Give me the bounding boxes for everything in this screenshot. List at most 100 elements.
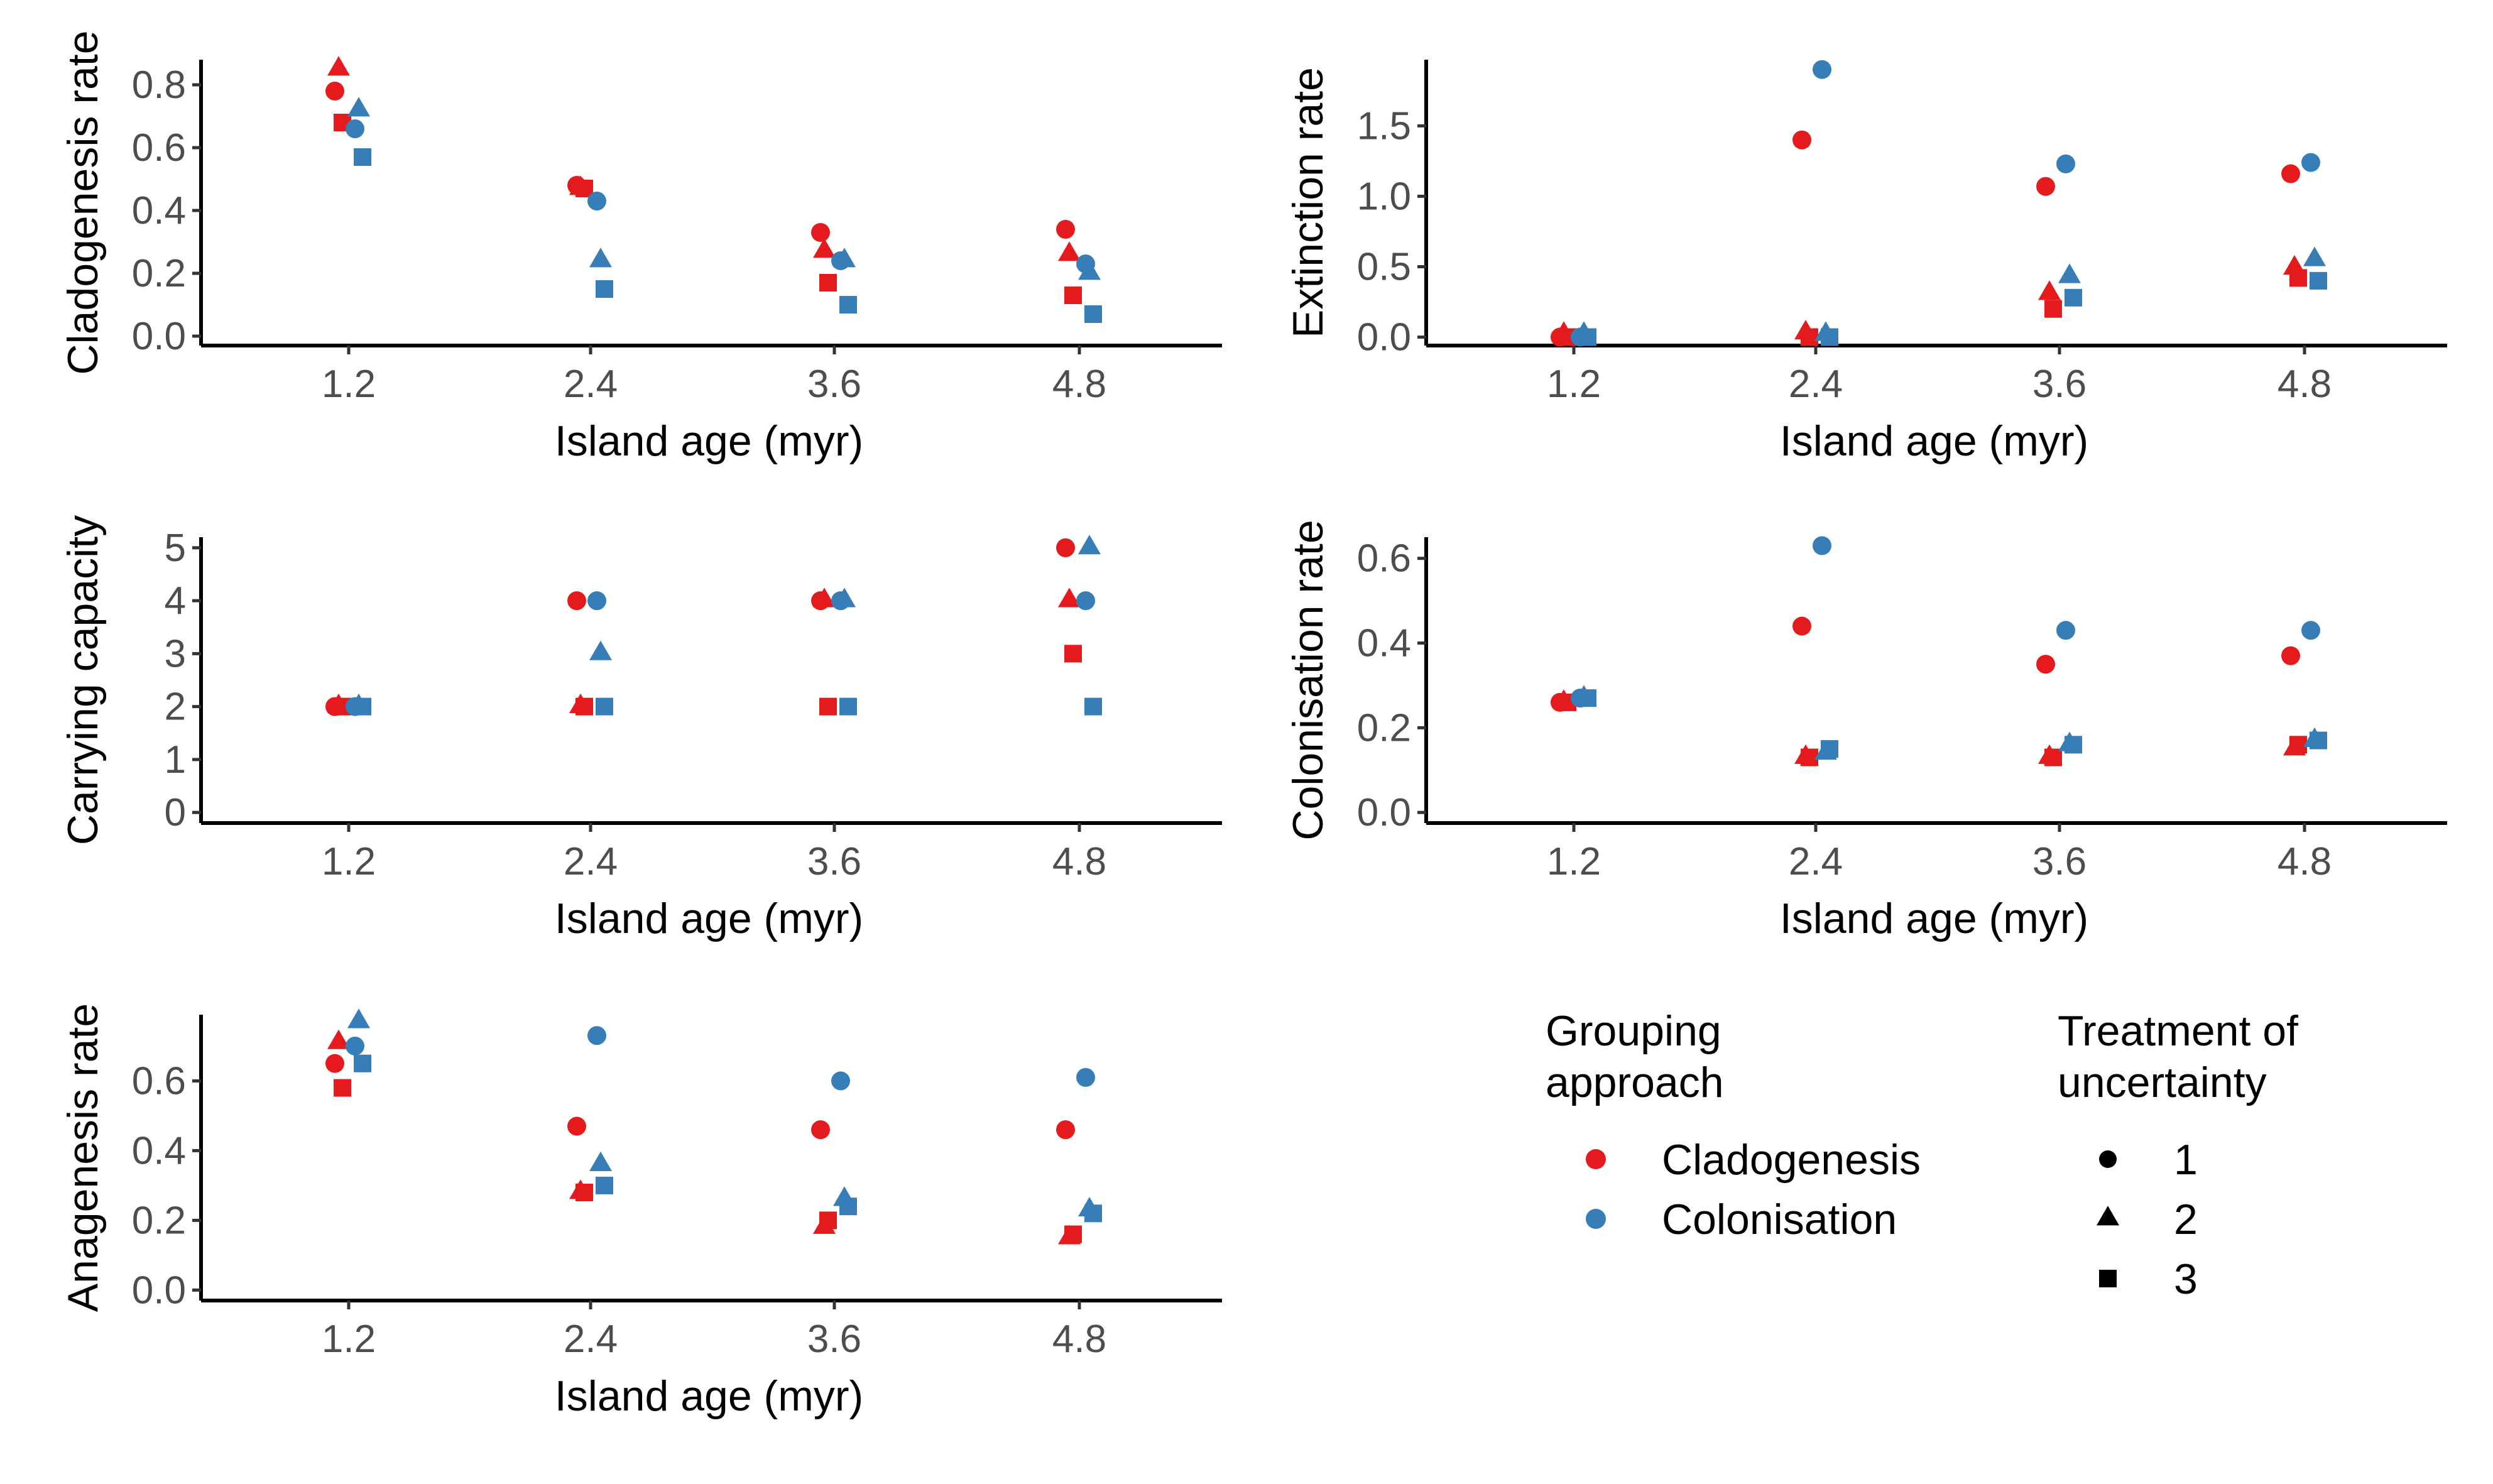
chart-panel-5: 0.0 0.2 0.4 0.6 1.2 2.4 3.6 4.8 Island age (myr)… (59, 1003, 1222, 1420)
y-tick-label: 2 (165, 685, 186, 729)
data-point (2289, 736, 2307, 754)
data-point (354, 1054, 371, 1072)
data-point (839, 296, 857, 314)
x-tick-label: 1.2 (322, 1318, 376, 1361)
x-tick-label: 2.4 (564, 1318, 618, 1361)
data-point (839, 1198, 857, 1216)
x-axis-title: Island age (myr) (555, 895, 863, 942)
y-tick-label: 0.4 (1357, 622, 1411, 665)
data-point (2281, 164, 2300, 183)
y-axis-title: Cladogenesis rate (59, 30, 107, 374)
data-point (1792, 130, 1811, 150)
data-point (813, 587, 836, 608)
data-point (1056, 1120, 1075, 1140)
x-tick-label: 2.4 (1789, 363, 1843, 406)
data-point (1084, 697, 1102, 716)
y-tick-label: 1.0 (1357, 175, 1411, 218)
y-tick-label: 0.6 (132, 126, 186, 170)
data-point (327, 56, 350, 76)
y-tick-label: 3 (165, 632, 186, 675)
data-point (1064, 1225, 1082, 1243)
x-axis-title: Island age (myr) (1780, 417, 2088, 465)
data-point (833, 248, 856, 268)
data-point (587, 192, 606, 210)
data-point (1084, 305, 1102, 323)
data-point (811, 223, 830, 242)
legend-label-colonisation: Colonisation (1662, 1196, 1897, 1243)
data-point (2289, 269, 2307, 287)
data-point (819, 1211, 837, 1230)
legend-square-marker (2099, 1270, 2117, 1287)
y-tick-label: 1 (165, 738, 186, 782)
x-tick-label: 3.6 (807, 1318, 861, 1361)
data-point (325, 82, 344, 101)
y-tick-label: 0 (165, 791, 186, 834)
legend-label-treatment-3: 3 (2174, 1255, 2198, 1303)
data-point (2058, 263, 2081, 283)
x-tick-label: 4.8 (1052, 363, 1106, 406)
data-point (2303, 246, 2326, 266)
data-point (1792, 616, 1811, 636)
legend-label-treatment-2: 2 (2174, 1196, 2198, 1243)
data-point (576, 697, 593, 716)
data-point (589, 640, 612, 660)
y-tick-label: 0.8 (132, 63, 186, 107)
data-point (2301, 153, 2320, 172)
data-point (354, 697, 371, 716)
legend-title-uncertainty-line1: Treatment of (2058, 1007, 2298, 1055)
data-point (347, 97, 370, 117)
x-tick-label: 4.8 (1052, 1318, 1106, 1361)
data-point (2044, 748, 2062, 767)
data-point (1801, 328, 1818, 346)
x-tick-label: 2.4 (564, 363, 618, 406)
data-point (2310, 731, 2327, 750)
y-tick-label: 0.0 (1357, 316, 1411, 359)
legend-key-treatment-1 (2099, 1150, 2117, 1168)
legend-key-treatment-2 (2097, 1206, 2119, 1226)
data-point (354, 148, 371, 166)
data-point (1076, 1067, 1095, 1087)
data-point (811, 1120, 830, 1140)
data-point (596, 1176, 613, 1194)
y-tick-label: 0.5 (1357, 245, 1411, 288)
data-point (1084, 1204, 1102, 1223)
y-tick-label: 0.2 (132, 1199, 186, 1242)
data-point (2036, 177, 2055, 196)
data-point (325, 1054, 344, 1073)
y-tick-label: 0.4 (132, 1129, 186, 1172)
data-point (576, 1183, 593, 1201)
legend-title-uncertainty-line2: uncertainty (2058, 1059, 2267, 1106)
y-tick-label: 0.6 (132, 1059, 186, 1103)
y-axis-title: Colonisation rate (1284, 520, 1332, 840)
data-point (2301, 621, 2320, 640)
data-point (567, 591, 586, 611)
data-point (1801, 748, 1818, 767)
data-point (1821, 740, 1838, 758)
legend-title-grouping-line2: approach (1546, 1059, 1724, 1106)
legend-label-cladogenesis: Cladogenesis (1662, 1136, 1921, 1184)
x-axis-title: Island age (myr) (555, 1372, 863, 1420)
data-point (1813, 60, 1831, 79)
legend-title-grouping-line1: Grouping (1546, 1007, 1721, 1055)
legend-circle-marker (2099, 1150, 2117, 1168)
data-point (1064, 286, 1082, 304)
data-point (833, 587, 856, 608)
data-point (2056, 154, 2075, 173)
data-point (347, 1008, 370, 1028)
data-point (1064, 645, 1082, 663)
data-point (327, 1029, 350, 1049)
legend-key-colonisation (1586, 1209, 1606, 1229)
x-tick-label: 4.8 (2278, 363, 2332, 406)
data-point (1813, 536, 1831, 555)
data-point (1078, 260, 1101, 280)
data-point (2036, 655, 2055, 674)
chart-panel-1: 0.0 0.2 0.4 0.6 0.8 1.2 2.4 3.6 4.8 Island age (m… (59, 30, 1222, 465)
x-axis-title: Island age (myr) (555, 417, 863, 465)
x-tick-label: 1.2 (1547, 363, 1601, 406)
legend-key-treatment-3 (2099, 1270, 2117, 1287)
x-tick-label: 3.6 (807, 363, 861, 406)
data-point (587, 591, 606, 611)
data-point (2044, 300, 2062, 318)
